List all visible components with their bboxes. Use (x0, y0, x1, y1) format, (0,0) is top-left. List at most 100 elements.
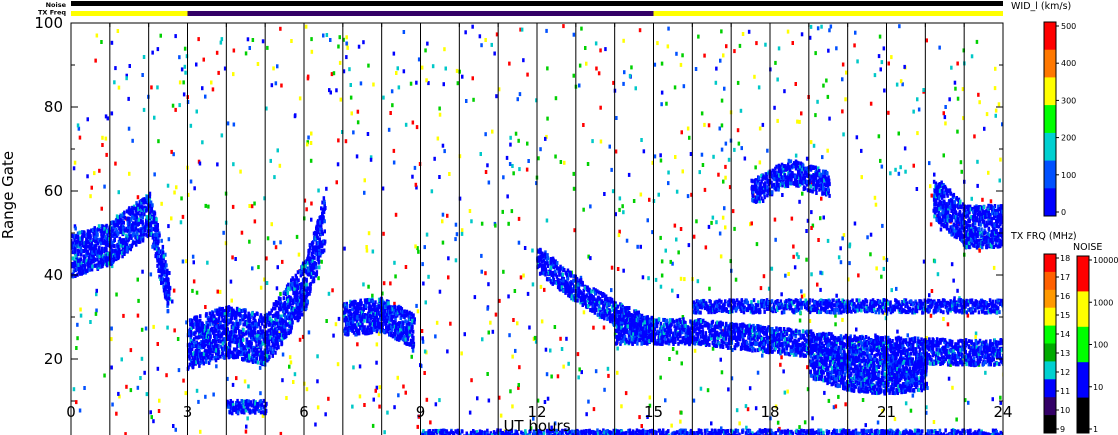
echo-cell (371, 299, 374, 304)
scatter-point (404, 265, 408, 269)
scatter-point (479, 152, 482, 156)
echo-cell (102, 260, 105, 265)
echo-cell (116, 231, 120, 236)
echo-cell (541, 259, 544, 264)
echo-cell (249, 400, 253, 405)
echo-cell (164, 252, 167, 257)
echo-cell (163, 265, 167, 270)
echo-cell (104, 258, 108, 263)
echo-cell (148, 229, 152, 234)
echo-cell (153, 211, 157, 216)
scatter-point (248, 46, 251, 50)
echo-cell (412, 338, 415, 343)
scatter-point (792, 244, 795, 249)
echo-cell (298, 299, 302, 303)
echo-cell (143, 212, 146, 217)
scatter-point (438, 112, 442, 117)
scatter-point (449, 321, 452, 326)
echo-cell (236, 398, 239, 403)
echo-cell (196, 352, 199, 357)
scatter-point (117, 391, 120, 396)
scatter-point (356, 342, 359, 347)
echo-cell (318, 244, 322, 249)
echo-cell (146, 197, 149, 201)
echo-cell (606, 304, 609, 309)
scatter-point (794, 82, 797, 86)
scatter-point (416, 424, 419, 429)
echo-cell (97, 224, 101, 229)
scatter-point (369, 155, 373, 160)
echo-cell (319, 224, 323, 229)
scatter-point (599, 48, 602, 53)
echo-cell (269, 346, 272, 351)
scatter-point (572, 73, 575, 78)
scatter-point (675, 237, 678, 242)
echo-cell (190, 344, 194, 348)
scatter-point (592, 325, 595, 330)
scatter-point (484, 38, 487, 42)
scatter-point (543, 287, 546, 292)
echo-cell (280, 339, 283, 344)
echo-cell (400, 331, 404, 336)
echo-cell (397, 324, 400, 329)
echo-cell (129, 244, 132, 248)
scatter-point (193, 186, 196, 191)
scatter-point (89, 194, 92, 199)
scatter-point (981, 197, 984, 202)
echo-cell (351, 319, 355, 324)
scatter-point (952, 278, 955, 283)
echo-cell (217, 334, 220, 339)
echo-cell (232, 326, 235, 331)
echo-cell (254, 322, 257, 327)
echo-cell (195, 328, 199, 333)
echo-cell (160, 275, 163, 280)
echo-cell (554, 259, 557, 264)
echo-cell (229, 319, 232, 324)
scatter-point (536, 398, 540, 403)
scatter-point (288, 355, 292, 360)
scatter-point (471, 76, 474, 81)
echo-cell (110, 233, 113, 238)
echo-cell (79, 245, 83, 250)
echo-cell (96, 253, 99, 258)
echo-cell (540, 264, 543, 268)
echo-cell (363, 304, 366, 309)
echo-cell (105, 262, 109, 267)
echo-cell (217, 349, 220, 354)
echo-cell (410, 327, 413, 332)
scatter-point (458, 196, 462, 201)
scatter-point (720, 147, 724, 152)
echo-cell (546, 277, 550, 282)
echo-cell (118, 219, 121, 224)
scatter-point (737, 141, 741, 146)
scatter-point (441, 219, 444, 224)
scatter-point (481, 337, 484, 342)
scatter-point (527, 159, 530, 163)
echo-cell (555, 274, 559, 279)
echo-cell (202, 344, 205, 349)
echo-cell (190, 326, 193, 330)
echo-cell (291, 276, 294, 281)
scatter-point (956, 96, 960, 101)
echo-cell (293, 278, 296, 283)
scatter-point (798, 199, 801, 204)
echo-cell (297, 308, 300, 313)
scatter-point (646, 218, 649, 223)
scatter-point (978, 100, 981, 105)
scatter-point (273, 175, 276, 180)
scatter-point (246, 416, 249, 421)
echo-cell (597, 307, 601, 312)
scatter-point (798, 425, 801, 430)
echo-cell (381, 316, 385, 321)
scatter-point (948, 97, 951, 102)
echo-cell (297, 311, 300, 316)
scatter-point (826, 94, 830, 99)
scatter-point (306, 76, 310, 81)
echo-cell (226, 404, 229, 409)
echo-cell (235, 409, 238, 414)
echo-cell (403, 340, 407, 345)
echo-cell (279, 302, 283, 307)
scatter-point (943, 115, 947, 120)
scatter-point (912, 163, 915, 168)
scatter-point (659, 153, 662, 158)
